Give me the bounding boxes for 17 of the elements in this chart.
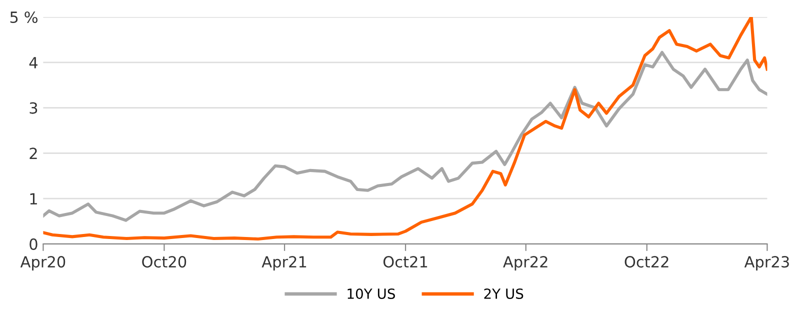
y-tick-label: 1 — [30, 193, 37, 204]
line-series — [43, 50, 768, 222]
x-tick-label: Apr22 — [503, 256, 548, 271]
legend-label: 10Y US — [348, 288, 395, 299]
y-tick-label: 3 — [30, 102, 38, 114]
y-tick-label: 5 % — [10, 11, 38, 24]
y-tick-label: 2 — [30, 148, 37, 159]
legend-label: 2Y US — [484, 288, 524, 299]
x-tick-label: Oct21 — [383, 256, 428, 268]
y-tick-label: 4 — [29, 57, 38, 68]
x-tick-label: Apr23 — [744, 256, 789, 271]
x-tick-label: Oct20 — [142, 256, 186, 268]
x-tick-label: Apr21 — [262, 256, 306, 271]
x-tick-label: Apr20 — [20, 256, 66, 271]
line-series — [43, 17, 768, 240]
y-tick-label: 0 — [30, 238, 38, 250]
x-tick-label: Oct22 — [624, 256, 668, 268]
